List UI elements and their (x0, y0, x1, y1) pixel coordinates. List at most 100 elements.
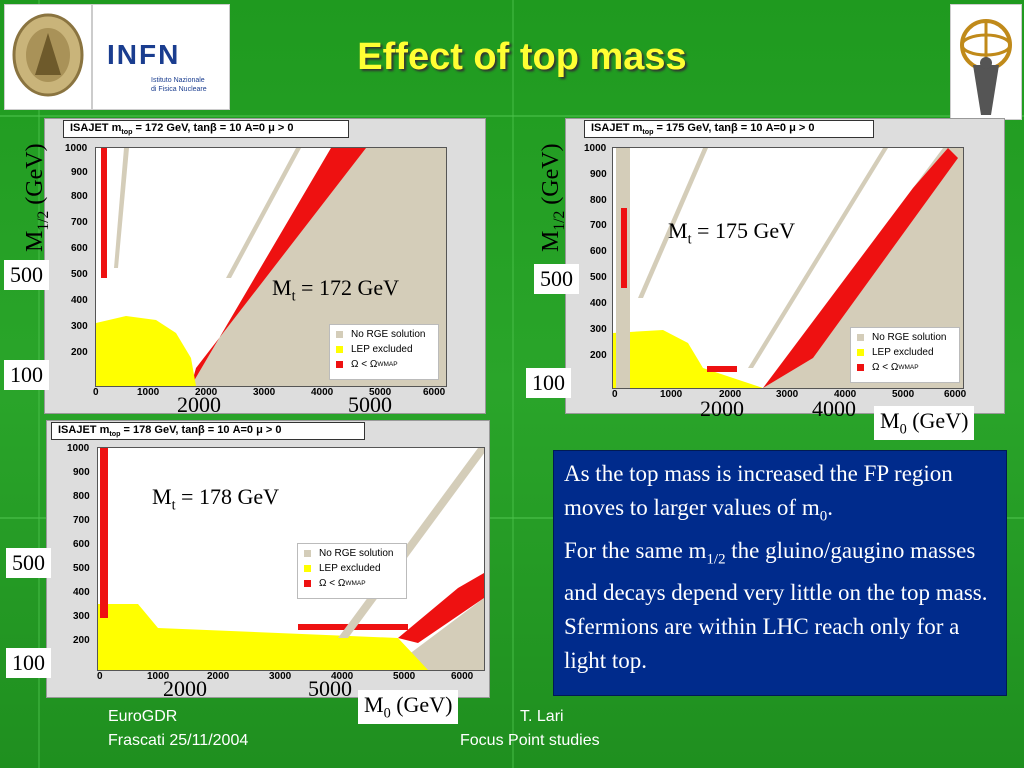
plot-header: ISAJET mtop = 178 GeV, tanβ = 10 A=0 μ >… (51, 422, 365, 441)
y-tick: 800 (71, 191, 88, 202)
y-tick: 300 (73, 611, 90, 622)
y-tick: 1000 (584, 143, 607, 154)
x-tick: 1000 (137, 387, 160, 398)
bg-stripe (0, 517, 1024, 519)
axis-text: (GeV) (22, 143, 48, 211)
x-tick: 6000 (944, 389, 967, 400)
x-tick: 3000 (269, 671, 292, 682)
plot-mt178: ISAJET mtop = 178 GeV, tanβ = 10 A=0 μ >… (46, 420, 490, 698)
y-tick: 600 (590, 246, 607, 257)
legend-label: No RGE solution (351, 329, 426, 340)
x-tick: 5000 (369, 387, 392, 398)
y-tick: 400 (71, 295, 88, 306)
legend-label: No RGE solution (872, 332, 947, 343)
x-tick: 4000 (311, 387, 334, 398)
infn-logo: INFN Istituto Nazionale di Fisica Nuclea… (92, 4, 230, 110)
y-tick: 1000 (65, 143, 88, 154)
y-tick: 700 (73, 515, 90, 526)
mt-text: = 172 GeV (295, 275, 399, 300)
bg-stripe (512, 0, 514, 768)
label-2000: 2000 (163, 676, 207, 701)
footer-author: T. Lari (520, 708, 564, 725)
mt-label: Mt = 178 GeV (152, 484, 279, 514)
x-tick: 3000 (776, 389, 799, 400)
axis-sub: 0 (899, 421, 907, 438)
mt-label: Mt = 175 GeV (668, 218, 795, 248)
y-tick: 200 (73, 635, 90, 646)
label-100: 100 (6, 648, 51, 678)
legend-sub: WMAP (898, 364, 919, 371)
mt-text: M (668, 218, 688, 243)
m12-axis-label: M1/2 (GeV) (22, 143, 53, 252)
footer-topic: Focus Point studies (460, 732, 600, 749)
legend-swatch (857, 334, 864, 341)
bg-stripe (0, 115, 1024, 117)
y-tick: 500 (590, 272, 607, 283)
y-tick: 400 (590, 298, 607, 309)
plot-header: ISAJET mtop = 175 GeV, tanβ = 10 A=0 μ >… (584, 120, 874, 139)
m12-axis-label: M1/2 (GeV) (538, 143, 569, 252)
legend-item: LEP excluded (304, 563, 400, 574)
label-2000: 2000 (177, 392, 221, 417)
legend-label: Ω < Ω (872, 362, 899, 373)
x-tick: 6000 (423, 387, 446, 398)
mt-text: M (272, 275, 292, 300)
header-text: = 175 GeV, tanβ = 10 A=0 μ > 0 (653, 122, 815, 134)
axis-sub: 1/2 (34, 210, 52, 231)
x-tick: 1000 (660, 389, 683, 400)
x-tick: 3000 (253, 387, 276, 398)
plot-regions (98, 448, 488, 670)
plot-header: ISAJET mtop = 172 GeV, tanβ = 10 A=0 μ >… (63, 120, 349, 139)
x-tick: 5000 (393, 671, 416, 682)
legend: No RGE solution LEP excluded Ω < Ω WMAP (850, 327, 960, 383)
seal-logo (4, 4, 92, 110)
legend-item: LEP excluded (857, 347, 953, 358)
header-text: ISAJET m (58, 424, 110, 436)
legend-item: Ω < Ω WMAP (857, 362, 953, 373)
x-tick: 0 (612, 389, 618, 400)
footer-date: Frascati 25/11/2004 (108, 732, 249, 749)
mt-sub: t (171, 497, 176, 514)
x-tick: 0 (93, 387, 99, 398)
y-tick: 1000 (67, 443, 90, 454)
axis-text: M (22, 230, 48, 252)
legend-label: Ω < Ω (351, 359, 378, 370)
mt-sub: t (291, 288, 296, 305)
x-tick: 2000 (719, 389, 742, 400)
legend-swatch (304, 580, 311, 587)
y-tick: 600 (71, 243, 88, 254)
legend-label: No RGE solution (319, 548, 394, 559)
y-tick: 800 (590, 195, 607, 206)
legend: No RGE solution LEP excluded Ω < Ω WMAP (297, 543, 407, 599)
legend-swatch (304, 550, 311, 557)
axis-text: (GeV) (538, 143, 564, 211)
header-text: = 178 GeV, tanβ = 10 A=0 μ > 0 (120, 424, 282, 436)
y-tick: 600 (73, 539, 90, 550)
legend: No RGE solution LEP excluded Ω < Ω WMAP (329, 324, 439, 380)
label-100: 100 (4, 360, 49, 390)
header-sub: top (642, 128, 654, 137)
legend-swatch (336, 361, 343, 368)
y-tick: 200 (71, 347, 88, 358)
header-sub: top (109, 430, 121, 439)
legend-item: No RGE solution (304, 548, 400, 559)
footer-event: EuroGDR (108, 708, 178, 725)
label-5000: 5000 (308, 676, 352, 701)
infn-subtitle-2: di Fisica Nucleare (151, 86, 207, 93)
mt-text: = 175 GeV (691, 218, 795, 243)
label-4000: 4000 (812, 396, 856, 421)
legend-swatch (857, 349, 864, 356)
header-text: = 172 GeV, tanβ = 10 A=0 μ > 0 (132, 122, 294, 134)
legend-label: Ω < Ω (319, 578, 346, 589)
legend-swatch (336, 331, 343, 338)
y-tick: 900 (71, 167, 88, 178)
label-100: 100 (526, 368, 571, 398)
x-tick: 6000 (451, 671, 474, 682)
x-tick: 5000 (892, 389, 915, 400)
body-text: . (827, 495, 833, 520)
legend-swatch (304, 565, 311, 572)
header-text: ISAJET m (70, 122, 122, 134)
axis-text: M (880, 408, 900, 433)
legend-item: No RGE solution (336, 329, 432, 340)
infn-subtitle-1: Istituto Nazionale (151, 77, 205, 84)
